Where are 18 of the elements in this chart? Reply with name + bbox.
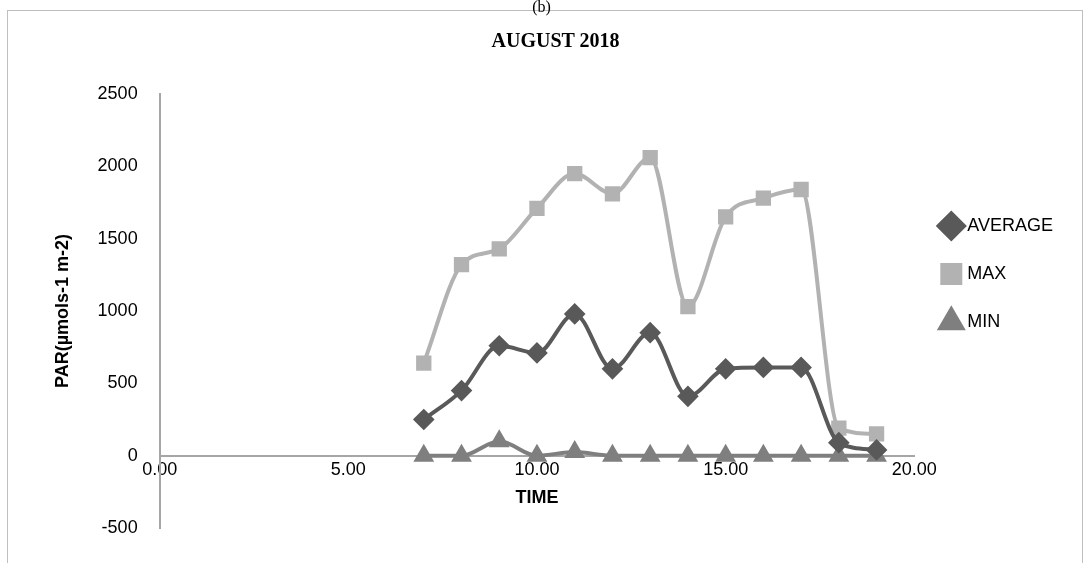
x-tick-label: 5.00 <box>330 459 366 480</box>
y-tick-label: 0 <box>127 444 138 465</box>
x-tick-label: 15.00 <box>703 459 749 480</box>
chart-title: AUGUST 2018 <box>491 29 620 52</box>
x-axis-title: TIME <box>515 487 559 508</box>
y-tick-label: 500 <box>107 372 138 393</box>
text: (b) <box>531 0 552 15</box>
y-axis-title: PAR(µmols-1 m-2) <box>51 233 72 389</box>
legend-label: MIN <box>967 310 1001 331</box>
y-tick-label: 2500 <box>97 82 138 103</box>
legend-label: AVERAGE <box>967 214 1054 235</box>
y-tick-label: 1000 <box>97 299 138 320</box>
legend-label: MAX <box>967 262 1007 283</box>
y-tick-label: 2000 <box>97 155 138 176</box>
x-tick-label: 10.00 <box>514 459 560 480</box>
x-tick-label: 20.00 <box>891 459 937 480</box>
y-tick-label: -500 <box>101 516 138 537</box>
y-tick-label: 1500 <box>97 227 138 248</box>
